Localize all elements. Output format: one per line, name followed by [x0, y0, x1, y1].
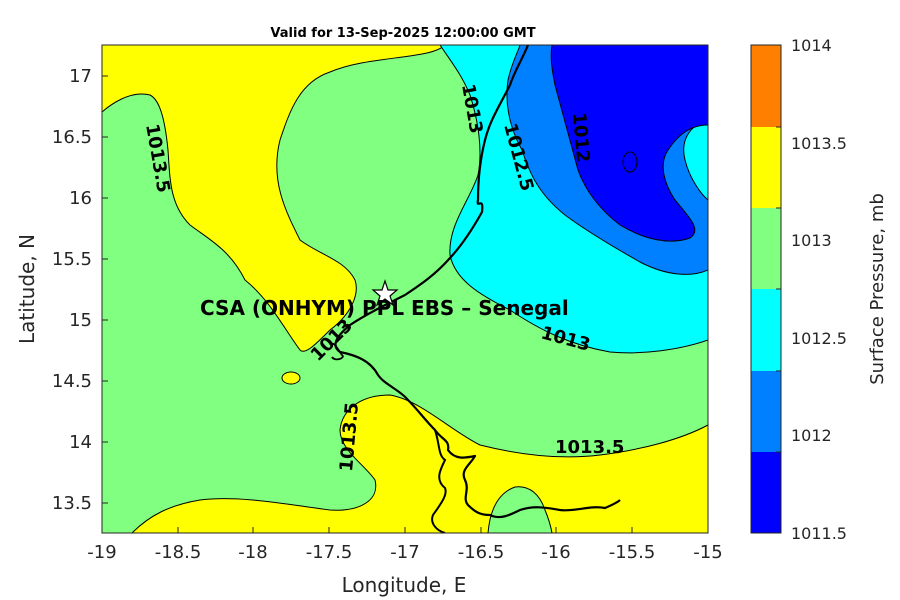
- colorbar-segment: [751, 289, 781, 371]
- x-tick-label: -16.5: [458, 542, 505, 563]
- colorbar-tick-label: 1013.5: [791, 134, 847, 153]
- pressure-band-1013-5-northwest: [102, 45, 446, 352]
- coast-mouth-outline: [329, 342, 344, 361]
- y-tick-label: 16: [69, 188, 92, 209]
- contour-label: 1012: [568, 112, 593, 164]
- x-tick-label: -15: [693, 542, 722, 563]
- x-tick-label: -18: [238, 542, 267, 563]
- colorbar-title: Surface Pressure, mb: [867, 193, 888, 385]
- x-tick-label: -15.5: [609, 542, 656, 563]
- y-tick-labels: 17 16.5 16 15.5 15 14.5 14 13.5: [52, 66, 92, 514]
- site-label: CSA (ONHYM) PPL EBS – Senegal: [200, 296, 569, 320]
- pressure-band-1011-5: [550, 45, 708, 242]
- colorbar-tick-label: 1012: [791, 426, 832, 445]
- river-outline: [431, 429, 447, 533]
- y-tick-label: 15: [69, 310, 92, 331]
- coastline: [334, 45, 621, 519]
- pressure-band-1013-5-south: [131, 394, 708, 533]
- x-tick-label: -17: [390, 542, 419, 563]
- colorbar-tick-label: 1014: [791, 36, 832, 55]
- x-tick-label: -17.5: [306, 542, 353, 563]
- x-tick-label: -19: [87, 542, 116, 563]
- pressure-low-center: [622, 151, 638, 173]
- chart-title: Valid for 13-Sep-2025 12:00:00 GMT: [270, 26, 535, 41]
- y-tick-label: 14.5: [52, 371, 92, 392]
- colorbar-segment: [751, 127, 781, 208]
- y-axis-label: Latitude, N: [15, 234, 39, 344]
- x-tick-labels: -19 -18.5 -18 -17.5 -17 -16.5 -16 -15.5 …: [87, 542, 722, 563]
- colorbar-tick-label: 1013: [791, 231, 832, 250]
- x-tick-label: -18.5: [155, 542, 202, 563]
- x-axis-label: Longitude, E: [342, 573, 467, 597]
- y-tick-label: 17: [69, 66, 92, 87]
- contour-label: 1013.5: [555, 437, 624, 458]
- colorbar-tick-label: 1012.5: [791, 329, 847, 348]
- x-tick-label: -16: [541, 542, 570, 563]
- contour-map: [102, 45, 708, 533]
- colorbar-segment: [751, 208, 781, 289]
- y-tick-label: 16.5: [52, 127, 92, 148]
- colorbar-segment: [751, 45, 781, 127]
- y-tick-label: 15.5: [52, 249, 92, 270]
- colorbar: 1014 1013.5 1013 1012.5 1012 1011.5 Surf…: [750, 36, 888, 543]
- y-tick-label: 13.5: [52, 493, 92, 514]
- y-axis: [102, 75, 108, 504]
- colorbar-segment: [751, 452, 781, 533]
- colorbar-segment: [751, 371, 781, 452]
- colorbar-tick-label: 1011.5: [791, 524, 847, 543]
- pressure-blob: [281, 371, 301, 385]
- star-icon: [371, 279, 399, 307]
- y-tick-label: 14: [69, 432, 92, 453]
- x-axis: [101, 527, 709, 533]
